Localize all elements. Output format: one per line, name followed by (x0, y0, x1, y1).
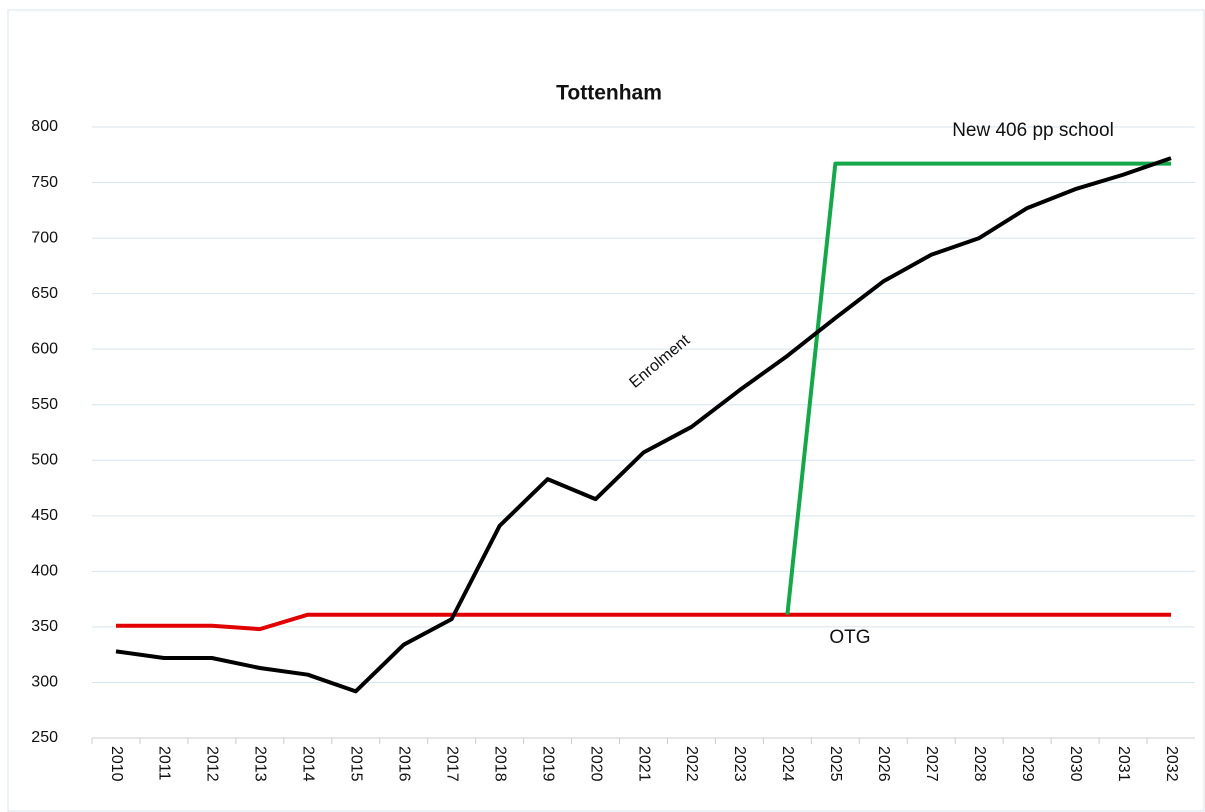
x-tick-label: 2028 (971, 746, 988, 782)
chart-title: Tottenham (556, 82, 662, 105)
y-tick-label: 550 (31, 396, 58, 413)
y-tick-label: 300 (31, 674, 58, 691)
y-tick-label: 800 (31, 118, 58, 135)
line-series (115, 612, 1172, 632)
x-tick-label: 2017 (443, 746, 460, 782)
x-tick-label: 2018 (491, 746, 508, 782)
y-tick-label: 350 (31, 618, 58, 635)
y-tick-label: 450 (31, 507, 58, 524)
y-tick-label: 750 (31, 174, 58, 191)
line-series (115, 156, 1172, 694)
x-tick-label: 2011 (156, 746, 173, 781)
x-tick-label: 2031 (1115, 746, 1132, 782)
y-tick-label: 700 (31, 229, 58, 246)
y-tick-label: 250 (31, 729, 58, 746)
x-tick-label: 2023 (731, 746, 748, 782)
x-tick-label: 2013 (252, 746, 269, 782)
x-tick-label: 2015 (348, 746, 365, 782)
x-tick-label: 2026 (875, 746, 892, 782)
x-tick-label: 2020 (587, 746, 604, 782)
x-tick-label: 2027 (923, 746, 940, 782)
y-tick-label: 400 (31, 563, 58, 580)
x-tick-label: 2030 (1067, 746, 1084, 782)
x-tick-label: 2024 (779, 746, 796, 782)
series-label: New 406 pp school (952, 120, 1114, 141)
y-tick-label: 650 (31, 285, 58, 302)
y-tick-label: 600 (31, 340, 58, 357)
y-tick-label: 500 (31, 451, 58, 468)
x-tick-label: 2016 (395, 746, 412, 782)
line-series (785, 161, 1172, 615)
series-label: OTG (829, 627, 870, 648)
x-tick-label: 2012 (204, 746, 221, 782)
x-tick-label: 2025 (827, 746, 844, 782)
x-tick-label: 2022 (683, 746, 700, 782)
x-tick-label: 2019 (539, 746, 556, 782)
x-tick-label: 2032 (1163, 746, 1180, 782)
x-tick-label: 2029 (1019, 746, 1036, 782)
frame (7, 9, 1205, 812)
x-tick-label: 2010 (108, 746, 125, 782)
x-tick-label: 2014 (300, 746, 317, 782)
x-tick-label: 2021 (635, 746, 652, 782)
